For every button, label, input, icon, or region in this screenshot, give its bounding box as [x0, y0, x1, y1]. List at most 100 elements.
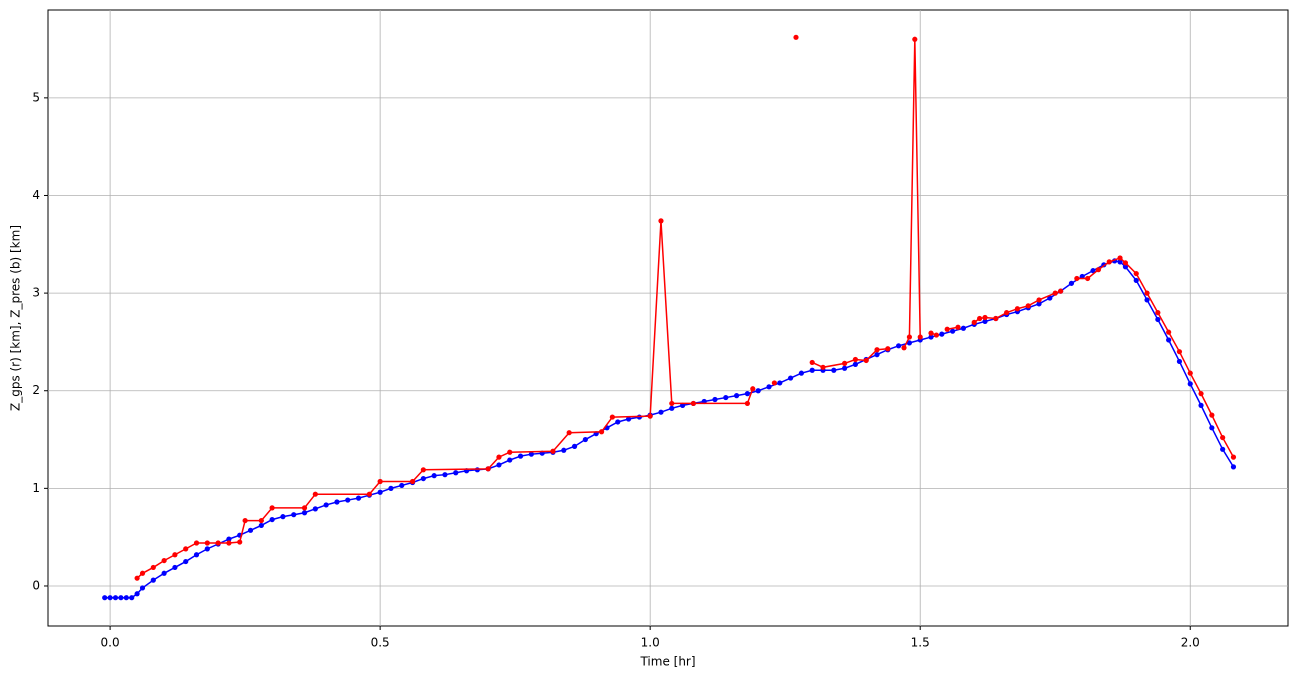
data-point — [755, 388, 761, 394]
data-point — [312, 506, 318, 512]
data-point — [269, 516, 275, 523]
data-point — [345, 497, 351, 503]
data-point — [118, 595, 124, 601]
data-point — [102, 595, 108, 601]
data-point — [625, 416, 632, 422]
x-tick-label: 1.0 — [641, 636, 660, 650]
data-point — [901, 345, 907, 351]
data-point — [874, 352, 880, 358]
data-point — [431, 473, 437, 479]
data-point — [193, 540, 200, 546]
data-point — [366, 491, 372, 497]
data-point — [658, 409, 664, 415]
data-point — [442, 472, 448, 478]
data-point — [280, 514, 286, 520]
x-tick-label: 0.5 — [371, 636, 390, 650]
data-point — [355, 495, 362, 501]
data-point — [1166, 329, 1172, 335]
data-point — [944, 326, 950, 332]
data-point — [874, 347, 880, 353]
data-point — [161, 557, 167, 564]
data-point — [852, 361, 859, 367]
data-point — [582, 436, 588, 443]
data-point — [609, 414, 615, 420]
data-point — [258, 522, 264, 529]
data-point — [204, 546, 210, 552]
data-point — [561, 447, 567, 453]
data-point — [1025, 303, 1031, 309]
data-point — [258, 517, 264, 524]
y-axis-label: Z_gps (r) [km], Z_pres (b) [km] — [9, 225, 23, 411]
data-point — [1155, 310, 1161, 316]
data-point — [496, 454, 502, 460]
data-point — [598, 429, 605, 435]
data-point — [150, 564, 156, 571]
data-point — [1090, 268, 1096, 274]
data-point — [831, 367, 837, 373]
data-point — [1074, 275, 1080, 282]
y-tick-label: 3 — [32, 286, 40, 300]
data-point — [1106, 259, 1112, 265]
data-point — [1209, 412, 1215, 418]
data-point — [1085, 275, 1091, 282]
data-point — [766, 384, 772, 390]
data-point — [1122, 264, 1129, 270]
data-point — [723, 394, 729, 401]
data-point — [771, 380, 777, 386]
data-point — [733, 393, 740, 399]
data-point — [1220, 446, 1226, 452]
data-point — [955, 324, 961, 330]
data-point — [950, 328, 956, 334]
data-point — [399, 482, 405, 489]
data-point — [744, 400, 750, 407]
data-point — [1036, 297, 1042, 303]
data-point — [1004, 310, 1010, 316]
data-point — [215, 540, 221, 546]
data-point — [928, 334, 934, 340]
data-point — [134, 591, 140, 597]
data-point — [269, 505, 275, 511]
data-point — [247, 527, 254, 533]
data-point — [301, 505, 308, 511]
data-point — [183, 546, 189, 552]
data-point — [323, 502, 329, 508]
data-point — [933, 332, 940, 338]
data-point — [172, 552, 178, 558]
data-point — [517, 453, 524, 459]
data-point — [1187, 370, 1193, 376]
data-point — [917, 334, 923, 340]
data-point — [712, 396, 718, 403]
data-point — [129, 595, 135, 601]
data-point — [237, 539, 243, 545]
data-point — [377, 489, 383, 495]
data-point — [1117, 255, 1123, 261]
data-point — [571, 443, 578, 449]
data-point — [528, 451, 534, 457]
data-point — [388, 485, 394, 491]
data-point — [1133, 277, 1139, 284]
y-tick-label: 5 — [32, 90, 40, 104]
series-line — [104, 260, 1235, 599]
data-point — [172, 564, 178, 571]
data-point — [1014, 306, 1021, 312]
data-point — [161, 570, 167, 576]
data-point — [507, 457, 513, 463]
data-point — [485, 466, 491, 472]
data-point — [150, 577, 156, 583]
data-point — [1036, 301, 1042, 307]
data-point — [852, 356, 859, 363]
y-tick-label: 4 — [32, 188, 40, 202]
data-point — [896, 343, 902, 349]
data-point — [301, 510, 308, 516]
data-point — [1144, 290, 1150, 296]
data-point — [842, 365, 848, 371]
data-point — [971, 319, 977, 325]
data-point — [993, 315, 999, 322]
data-point — [1198, 391, 1204, 397]
data-point — [690, 400, 696, 407]
data-point — [669, 400, 675, 407]
data-point — [793, 34, 799, 40]
data-point — [107, 595, 113, 601]
data-point — [183, 558, 189, 565]
